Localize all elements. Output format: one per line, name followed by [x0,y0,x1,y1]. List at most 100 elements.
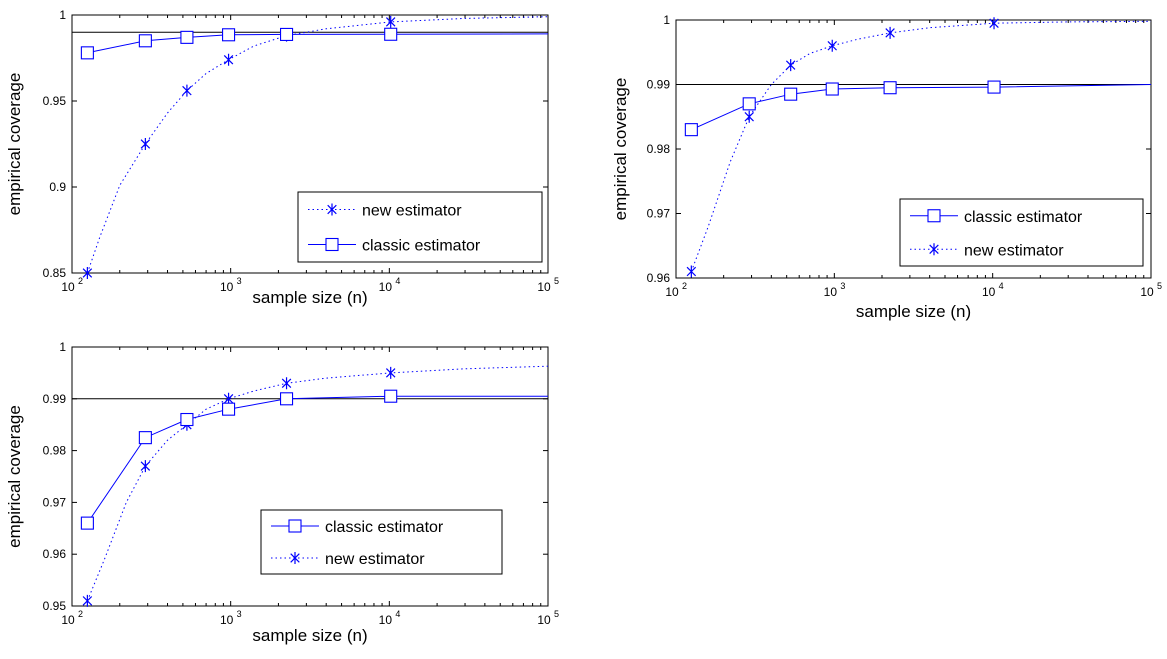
legend-label-new: new estimator [325,551,425,568]
data-point-classic [138,431,152,445]
legend-label-new: new estimator [362,203,462,220]
legend-marker-new [929,243,939,256]
series-classic-estimator [80,27,549,60]
series-classic-estimator [80,389,548,530]
x-tick-label: 10 [220,280,234,294]
data-point-classic [138,34,152,48]
x-tick-exponent: 5 [554,609,559,619]
data-point-new [885,26,895,39]
x-tick-label: 10 [982,285,996,299]
data-point-classic [222,402,236,416]
x-tick-exponent: 5 [1157,281,1162,291]
data-point-classic [222,28,236,42]
x-tick-exponent: 2 [682,281,687,291]
y-tick-label: 0.99 [43,392,67,406]
data-point-new [385,15,396,28]
data-point-new [281,377,292,390]
data-point-classic [825,82,839,96]
data-point-new [82,594,93,607]
data-point-new [827,39,837,52]
x-tick-exponent: 3 [237,609,242,619]
legend-box [297,191,543,263]
y-tick-label: 0.96 [647,271,671,285]
x-tick-exponent: 3 [237,276,242,286]
legend-label-classic: classic estimator [964,209,1083,226]
data-point-classic [883,81,897,95]
x-tick-label: 10 [61,613,75,627]
data-point-classic [684,123,698,137]
data-point-new [82,267,93,279]
data-point-classic [80,516,94,530]
data-point-new [140,460,151,473]
x-tick-label: 10 [537,280,551,294]
y-tick-label: 0.96 [43,547,67,561]
y-tick-label: 0.98 [647,142,671,156]
y-axis-label: empirical coverage [5,73,24,216]
x-tick-label: 10 [220,613,234,627]
series-line-new [86,365,549,601]
x-axis-label: sample size (n) [252,288,367,307]
x-tick-label: 10 [379,280,393,294]
x-tick-label: 10 [61,280,75,294]
data-point-new [140,138,151,150]
x-tick-label: 10 [379,613,393,627]
x-tick-exponent: 2 [78,609,83,619]
data-point-new [223,53,234,66]
series-classic-estimator [684,80,1152,137]
legend-marker-new [327,203,337,216]
data-point-classic [279,392,294,406]
legend-label-classic: classic estimator [362,238,481,255]
series-new-estimator [686,17,1152,278]
data-point-classic [279,27,294,41]
y-tick-label: 0.9 [49,180,66,194]
legend-label-new: new estimator [964,242,1064,259]
y-tick-label: 0.98 [43,444,67,458]
data-point-classic [742,97,756,111]
data-point-new [686,265,697,278]
legend-marker-new [290,552,300,564]
legend: classic estimator new estimator [899,198,1144,267]
data-point-new [785,59,796,72]
x-tick-label: 10 [665,285,679,299]
x-axis-label: sample size (n) [252,626,367,645]
data-point-classic [80,46,94,60]
y-tick-label: 0.97 [43,495,67,509]
data-point-classic [384,389,398,403]
series-line-new [690,20,1152,272]
y-axis-label: empirical coverage [611,78,630,221]
x-tick-exponent: 4 [395,276,400,286]
y-tick-label: 1 [59,8,66,22]
data-point-new [385,366,396,379]
x-tick-label: 10 [537,613,551,627]
data-point-classic [180,30,194,44]
data-point-classic [384,27,398,41]
data-point-classic [987,80,1001,94]
x-tick-label: 10 [824,285,838,299]
x-tick-label: 10 [1140,285,1154,299]
legend-marker-classic [325,237,339,252]
data-point-classic [784,87,798,101]
x-axis-label: sample size (n) [856,302,971,321]
data-point-new [989,17,999,30]
x-tick-exponent: 2 [78,276,83,286]
y-tick-label: 1 [59,340,66,354]
data-point-new [182,84,192,97]
y-tick-label: 1 [663,13,670,27]
y-tick-label: 0.85 [43,266,67,280]
legend: new estimator classic estimator [297,191,543,263]
y-tick-label: 0.95 [43,599,67,613]
legend-label-classic: classic estimator [325,519,444,536]
x-tick-exponent: 4 [999,281,1004,291]
y-axis-label: empirical coverage [5,405,24,548]
legend-marker-classic [288,519,302,533]
x-tick-exponent: 3 [840,281,845,291]
series-line-new [86,16,549,274]
y-tick-label: 0.99 [647,78,671,92]
x-tick-exponent: 5 [554,276,559,286]
data-point-classic [180,412,194,427]
legend-marker-classic [927,209,941,223]
